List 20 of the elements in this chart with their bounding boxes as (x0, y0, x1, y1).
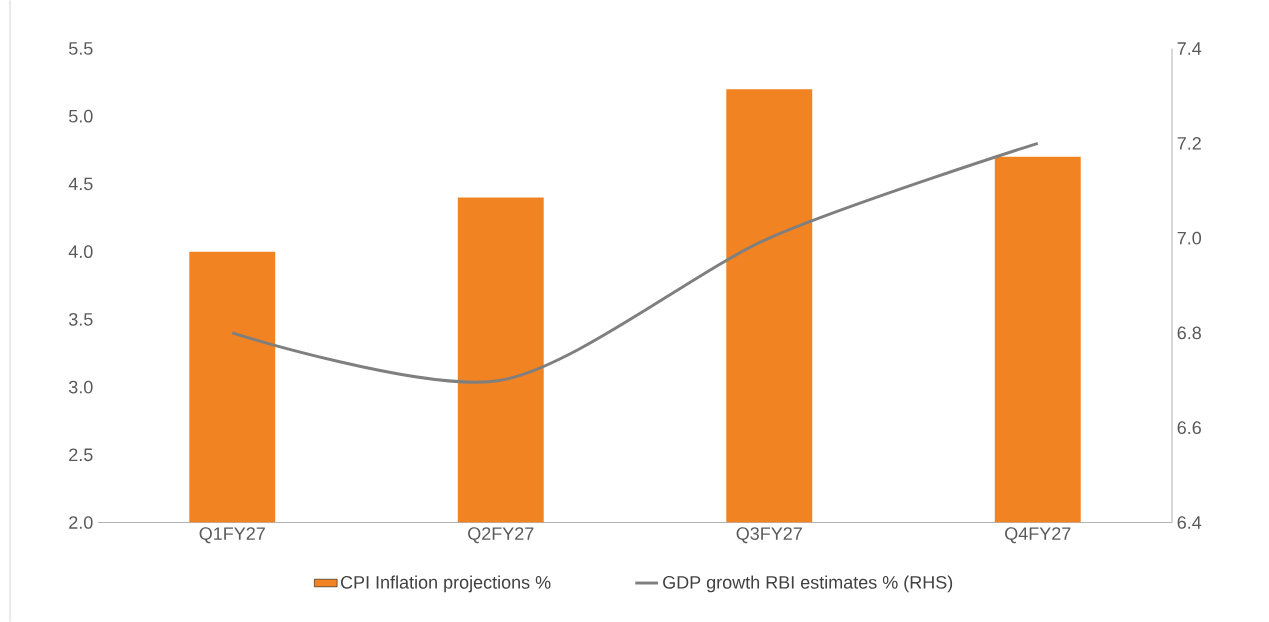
y-tick-label: 2.0 (69, 516, 93, 529)
y-tick-label: 2.5 (69, 448, 93, 462)
y-tick-label: 5.5 (68, 42, 93, 55)
y-tick-label: 4.5 (68, 177, 93, 191)
y2-tick-label: 6.8 (1177, 326, 1201, 340)
legend-label: CPI Inflation projections % (340, 575, 551, 593)
x-tick-label: Q4FY27 (1005, 527, 1071, 544)
y2-tick-label: 7.0 (1177, 231, 1202, 245)
y-tick-label: 3.0 (68, 380, 93, 394)
y2-tick-label: 6.6 (1177, 421, 1201, 435)
y-tick-label: 3.5 (68, 312, 93, 326)
y2-tick-label: 7.2 (1177, 137, 1201, 150)
x-tick-label: Q1FY27 (199, 527, 265, 544)
y-tick-label: 4.0 (68, 245, 93, 259)
y-tick-label: 5.0 (68, 109, 93, 123)
y2-tick-label: 7.4 (1177, 42, 1202, 55)
legend-label: GDP growth RBI estimates % (RHS) (663, 575, 953, 593)
x-tick-label: Q2FY27 (468, 527, 534, 544)
x-tick-label: Q3FY27 (736, 527, 802, 544)
y2-tick-label: 6.4 (1177, 516, 1202, 529)
